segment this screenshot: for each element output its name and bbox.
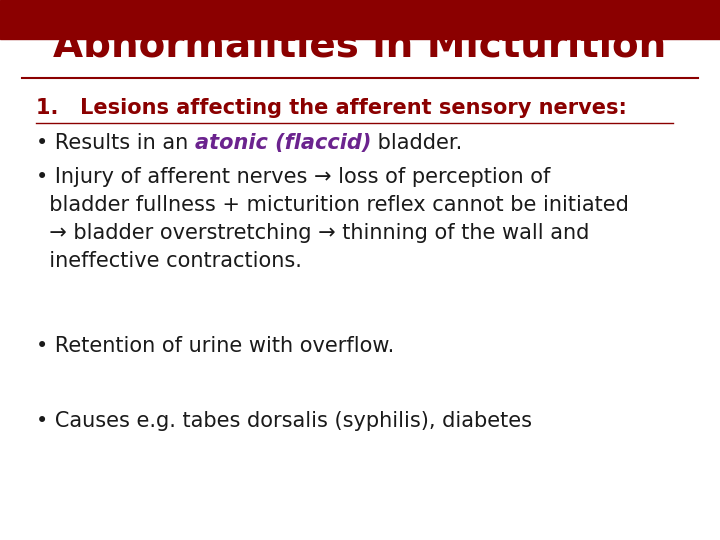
Text: • Injury of afferent nerves → loss of perception of
  bladder fullness + micturi: • Injury of afferent nerves → loss of pe… (36, 167, 629, 271)
Text: • Results in an: • Results in an (36, 133, 195, 153)
Text: • Causes e.g. tabes dorsalis (syphilis), diabetes: • Causes e.g. tabes dorsalis (syphilis),… (36, 411, 532, 431)
Text: 1.   Lesions affecting the afferent sensory nerves:: 1. Lesions affecting the afferent sensor… (36, 98, 627, 118)
Text: Abnormalities in Micturition: Abnormalities in Micturition (53, 27, 667, 65)
Text: • Retention of urine with overflow.: • Retention of urine with overflow. (36, 335, 395, 356)
Text: atonic (flaccid): atonic (flaccid) (195, 133, 372, 153)
Bar (0, 0, 720, 39)
Text: bladder.: bladder. (372, 133, 462, 153)
